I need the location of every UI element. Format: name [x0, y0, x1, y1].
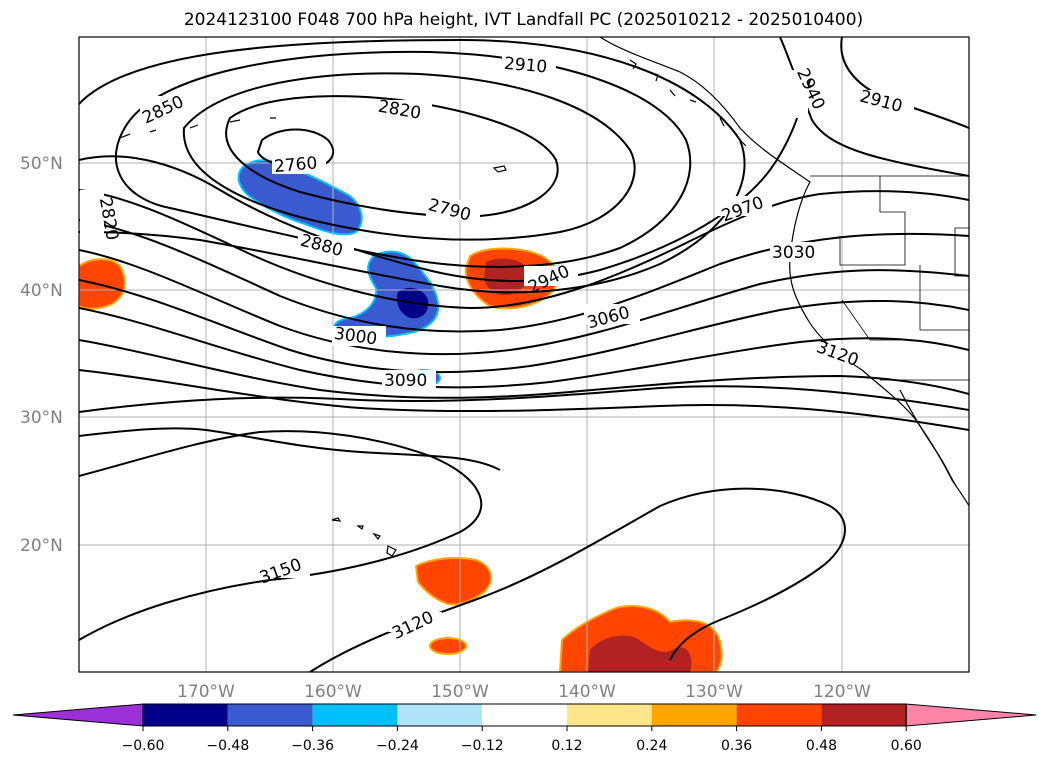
- colorbar-tick-label: 0.12: [551, 738, 582, 754]
- positive-region-hawaii: [414, 557, 492, 606]
- lat-labels: 50°N 40°N 30°N 20°N: [20, 154, 63, 556]
- contour-label: 2910: [503, 54, 548, 78]
- positive-region-small: [429, 637, 467, 655]
- lon-label: 160°W: [304, 682, 362, 702]
- coastlines: [119, 37, 969, 557]
- contour-3060: [79, 307, 969, 389]
- map-frame: [78, 36, 970, 673]
- colorbar-segment: [567, 704, 652, 726]
- map-title: 2024123100 F048 700 hPa height, IVT Land…: [183, 10, 864, 30]
- colorbar-arrow-left: [12, 703, 144, 727]
- colorbar-segment: [227, 704, 313, 726]
- contour-2910: [79, 79, 811, 282]
- colorbar-tick-label: −0.24: [376, 738, 419, 754]
- colorbar-tick-label: −0.36: [291, 738, 334, 754]
- positive-core-south: [588, 635, 692, 672]
- colorbar-segment: [651, 704, 737, 726]
- colorbar-arrow-right: [905, 703, 1037, 727]
- height-contours: [79, 37, 969, 672]
- colorbar-tick-label: −0.12: [461, 738, 504, 754]
- contour-3150: [79, 430, 483, 641]
- colorbar-segment: [736, 704, 822, 726]
- contour-2820-inner: [182, 72, 636, 241]
- colorbar-segment: [482, 704, 567, 726]
- lon-label: 130°W: [685, 682, 743, 702]
- hawaii-islands: [331, 517, 397, 557]
- contour-2850: [114, 50, 692, 268]
- lon-labels: 170°W 160°W 150°W 140°W 130°W 120°W: [177, 682, 871, 702]
- colorbar-tick-label: 0.60: [891, 738, 922, 754]
- colorbar-segment: [397, 704, 483, 726]
- lon-label: 120°W: [813, 682, 871, 702]
- lon-label: 150°W: [431, 682, 489, 702]
- contour-3090: [79, 339, 969, 399]
- colorbar-tick-label: 0.24: [636, 738, 667, 754]
- colorbar-frame: [142, 703, 907, 727]
- contour-3120-b: [79, 385, 969, 413]
- contour-3120-c: [79, 427, 501, 471]
- colorbar-tick-label: −0.60: [122, 738, 165, 754]
- colorbar-segment: [143, 704, 228, 726]
- colorbar: −0.60 −0.48 −0.36 −0.24 −0.12 0.12 0.24 0.36 0.4…: [12, 703, 1037, 754]
- colorbar-tick-label: 0.36: [721, 738, 752, 754]
- contour-2940: [79, 189, 969, 310]
- contour-2940-east: [779, 37, 969, 177]
- contour-3030: [79, 279, 969, 374]
- lat-label: 40°N: [20, 281, 63, 301]
- contour-2880: [79, 38, 746, 294]
- colorbar-tick-label: 0.48: [806, 738, 837, 754]
- lat-label: 30°N: [20, 408, 63, 428]
- lon-label: 170°W: [177, 682, 235, 702]
- lat-label: 20°N: [20, 536, 63, 556]
- lat-label: 50°N: [20, 154, 63, 174]
- contour-2790: [225, 95, 559, 218]
- map-panel: 2910 2850 2820 2760 2790 2820 2880 2940 …: [79, 37, 969, 672]
- baja-coast: [899, 389, 957, 487]
- contour-3120-south: [309, 487, 846, 672]
- colorbar-tick-label: −0.48: [206, 738, 249, 754]
- lon-label: 140°W: [558, 682, 616, 702]
- contour-3120-a: [79, 369, 969, 431]
- island-dot: [492, 165, 507, 173]
- aleutians: [119, 117, 276, 139]
- colorbar-segment: [312, 704, 398, 726]
- contour-label: 2760: [273, 153, 318, 177]
- contour-label: 3090: [384, 371, 427, 391]
- contour-3000: [79, 249, 969, 356]
- contour-label: 3030: [772, 243, 815, 263]
- colorbar-segment: [821, 704, 907, 726]
